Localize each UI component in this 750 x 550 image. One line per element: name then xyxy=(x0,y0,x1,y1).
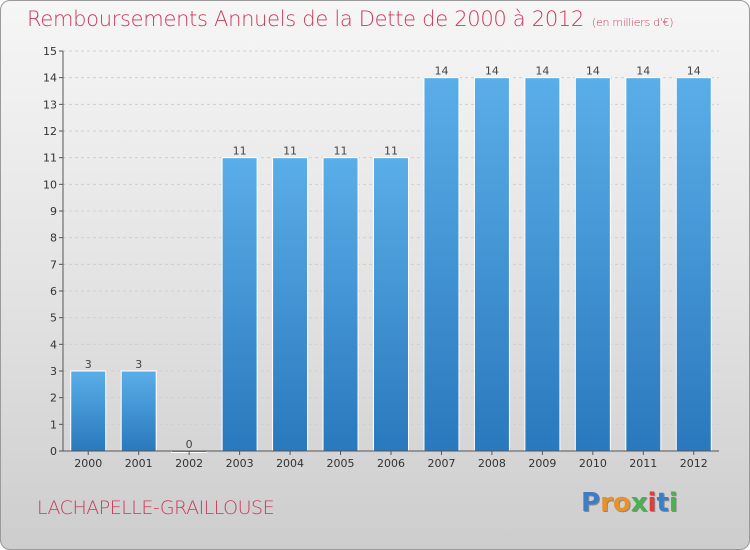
bar-value-label: 14 xyxy=(687,65,701,78)
x-tick-label: 2008 xyxy=(478,457,506,470)
chart-title-text: Remboursements Annuels de la Dette de 20… xyxy=(27,7,584,31)
logo-letter: r xyxy=(600,488,613,518)
bar xyxy=(675,77,712,452)
y-tick-label: 13 xyxy=(43,98,57,111)
bar xyxy=(120,370,157,452)
y-tick-label: 2 xyxy=(50,392,57,405)
bar-value-label: 14 xyxy=(485,65,499,78)
proxiti-logo[interactable]: Proxiti xyxy=(581,488,678,518)
bar-value-label: 3 xyxy=(85,358,92,371)
bar-value-label: 11 xyxy=(384,145,398,158)
y-tick-label: 12 xyxy=(43,125,57,138)
bar xyxy=(70,370,107,452)
bar xyxy=(221,157,258,452)
logo-letter: i xyxy=(668,488,678,518)
y-tick-label: 8 xyxy=(50,232,57,245)
bar-value-label: 14 xyxy=(636,65,650,78)
x-tick-label: 2005 xyxy=(327,457,355,470)
y-tick-label: 6 xyxy=(50,285,57,298)
x-tick-label: 2002 xyxy=(175,457,203,470)
y-tick-label: 14 xyxy=(43,72,57,85)
bar xyxy=(423,77,460,452)
y-tick-label: 15 xyxy=(43,45,57,58)
bar-value-label: 14 xyxy=(535,65,549,78)
bar-value-label: 14 xyxy=(586,65,600,78)
y-tick-label: 0 xyxy=(50,445,57,458)
chart-unit: (en milliers d'€) xyxy=(592,16,674,29)
bar xyxy=(625,77,662,452)
logo-letter: x xyxy=(630,488,648,518)
bar xyxy=(473,77,510,452)
bar-value-label: 11 xyxy=(334,145,348,158)
x-tick-label: 2011 xyxy=(629,457,657,470)
logo-letter: i xyxy=(647,488,657,518)
x-tick-label: 2004 xyxy=(276,457,304,470)
x-axis: 2000 2001 2002 2003 2004 2005 2006 2007 2008 2009… xyxy=(63,450,719,470)
bar-value-label: 14 xyxy=(434,65,448,78)
y-tick-label: 4 xyxy=(50,338,57,351)
bar xyxy=(272,157,309,452)
chart-title: Remboursements Annuels de la Dette de 20… xyxy=(27,7,673,31)
bar-value-label: 11 xyxy=(283,145,297,158)
y-tick-label: 11 xyxy=(43,152,57,165)
bar xyxy=(524,77,561,452)
x-tick-label: 2012 xyxy=(680,457,708,470)
bar xyxy=(574,77,611,452)
x-tick-label: 2001 xyxy=(125,457,153,470)
y-tick-label: 3 xyxy=(50,365,57,378)
bar-value-label: 11 xyxy=(233,145,247,158)
bar-value-label: 0 xyxy=(186,438,193,451)
logo-letter: o xyxy=(612,488,631,518)
bar xyxy=(322,157,359,452)
x-tick-label: 2000 xyxy=(74,457,102,470)
x-tick-label: 2007 xyxy=(427,457,455,470)
x-tick-label: 2010 xyxy=(579,457,607,470)
y-tick-label: 5 xyxy=(50,312,57,325)
logo-letter: P xyxy=(581,488,601,518)
y-tick-label: 1 xyxy=(50,418,57,431)
x-tick-label: 2006 xyxy=(377,457,405,470)
y-tick-label: 10 xyxy=(43,178,57,191)
x-tick-label: 2003 xyxy=(226,457,254,470)
y-tick-label: 9 xyxy=(50,205,57,218)
logo-letter: t xyxy=(656,488,669,518)
bar xyxy=(373,157,409,452)
x-tick-label: 2009 xyxy=(528,457,556,470)
bar-value-label: 3 xyxy=(135,358,142,371)
bars: 3 3 0 11 11 11 11 14 14 14 14 14 14 xyxy=(70,65,712,453)
y-tick-label: 7 xyxy=(50,258,57,271)
commune-name: LACHAPELLE-GRAILLOUSE xyxy=(37,497,275,519)
